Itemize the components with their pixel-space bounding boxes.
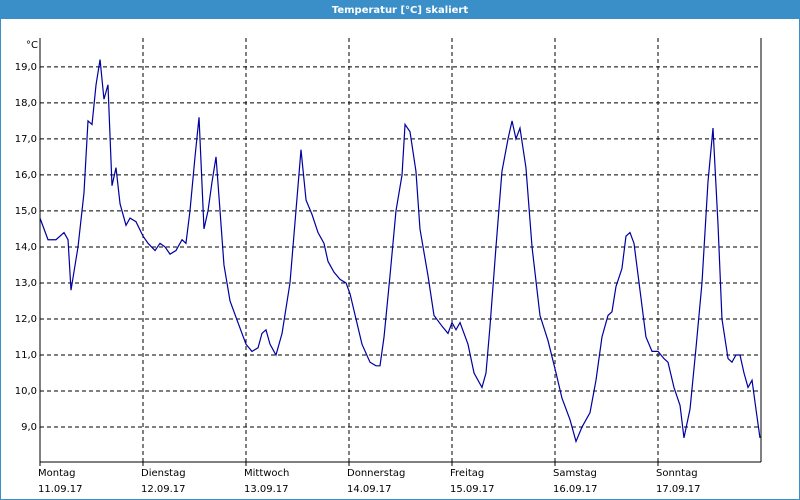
x-tick-label: Sonntag (656, 468, 698, 479)
y-tick-label: 15,0 (15, 206, 37, 217)
y-tick-label: 13,0 (15, 278, 37, 289)
y-tick-label: 14,0 (15, 242, 37, 253)
chart-title: Temperatur [°C] skaliert (332, 5, 469, 16)
y-tick-label: 18,0 (15, 98, 37, 109)
x-tick-date: 15.09.17 (450, 484, 495, 495)
y-tick-label: 16,0 (15, 170, 37, 181)
x-tick-label: Mittwoch (244, 468, 289, 479)
y-unit: °C (26, 40, 38, 51)
x-tick-label: Samstag (553, 468, 597, 479)
x-tick-date: 14.09.17 (347, 484, 392, 495)
y-tick-label: 17,0 (15, 134, 37, 145)
x-tick-date: 16.09.17 (553, 484, 598, 495)
y-tick-label: 9,0 (21, 422, 37, 433)
x-tick-label: Montag (38, 468, 75, 479)
title-bar (0, 0, 800, 19)
x-tick-date: 11.09.17 (38, 484, 83, 495)
y-tick-label: 19,0 (15, 62, 37, 73)
y-tick-label: 11,0 (15, 350, 37, 361)
x-tick-date: 17.09.17 (656, 484, 701, 495)
x-tick-date: 13.09.17 (244, 484, 289, 495)
x-tick-label: Donnerstag (347, 468, 405, 479)
x-tick-date: 12.09.17 (141, 484, 186, 495)
y-tick-label: 12,0 (15, 314, 37, 325)
x-tick-label: Freitag (450, 468, 484, 479)
y-tick-label: 10,0 (15, 386, 37, 397)
data-line (39, 59, 761, 444)
x-tick-label: Dienstag (141, 468, 186, 479)
